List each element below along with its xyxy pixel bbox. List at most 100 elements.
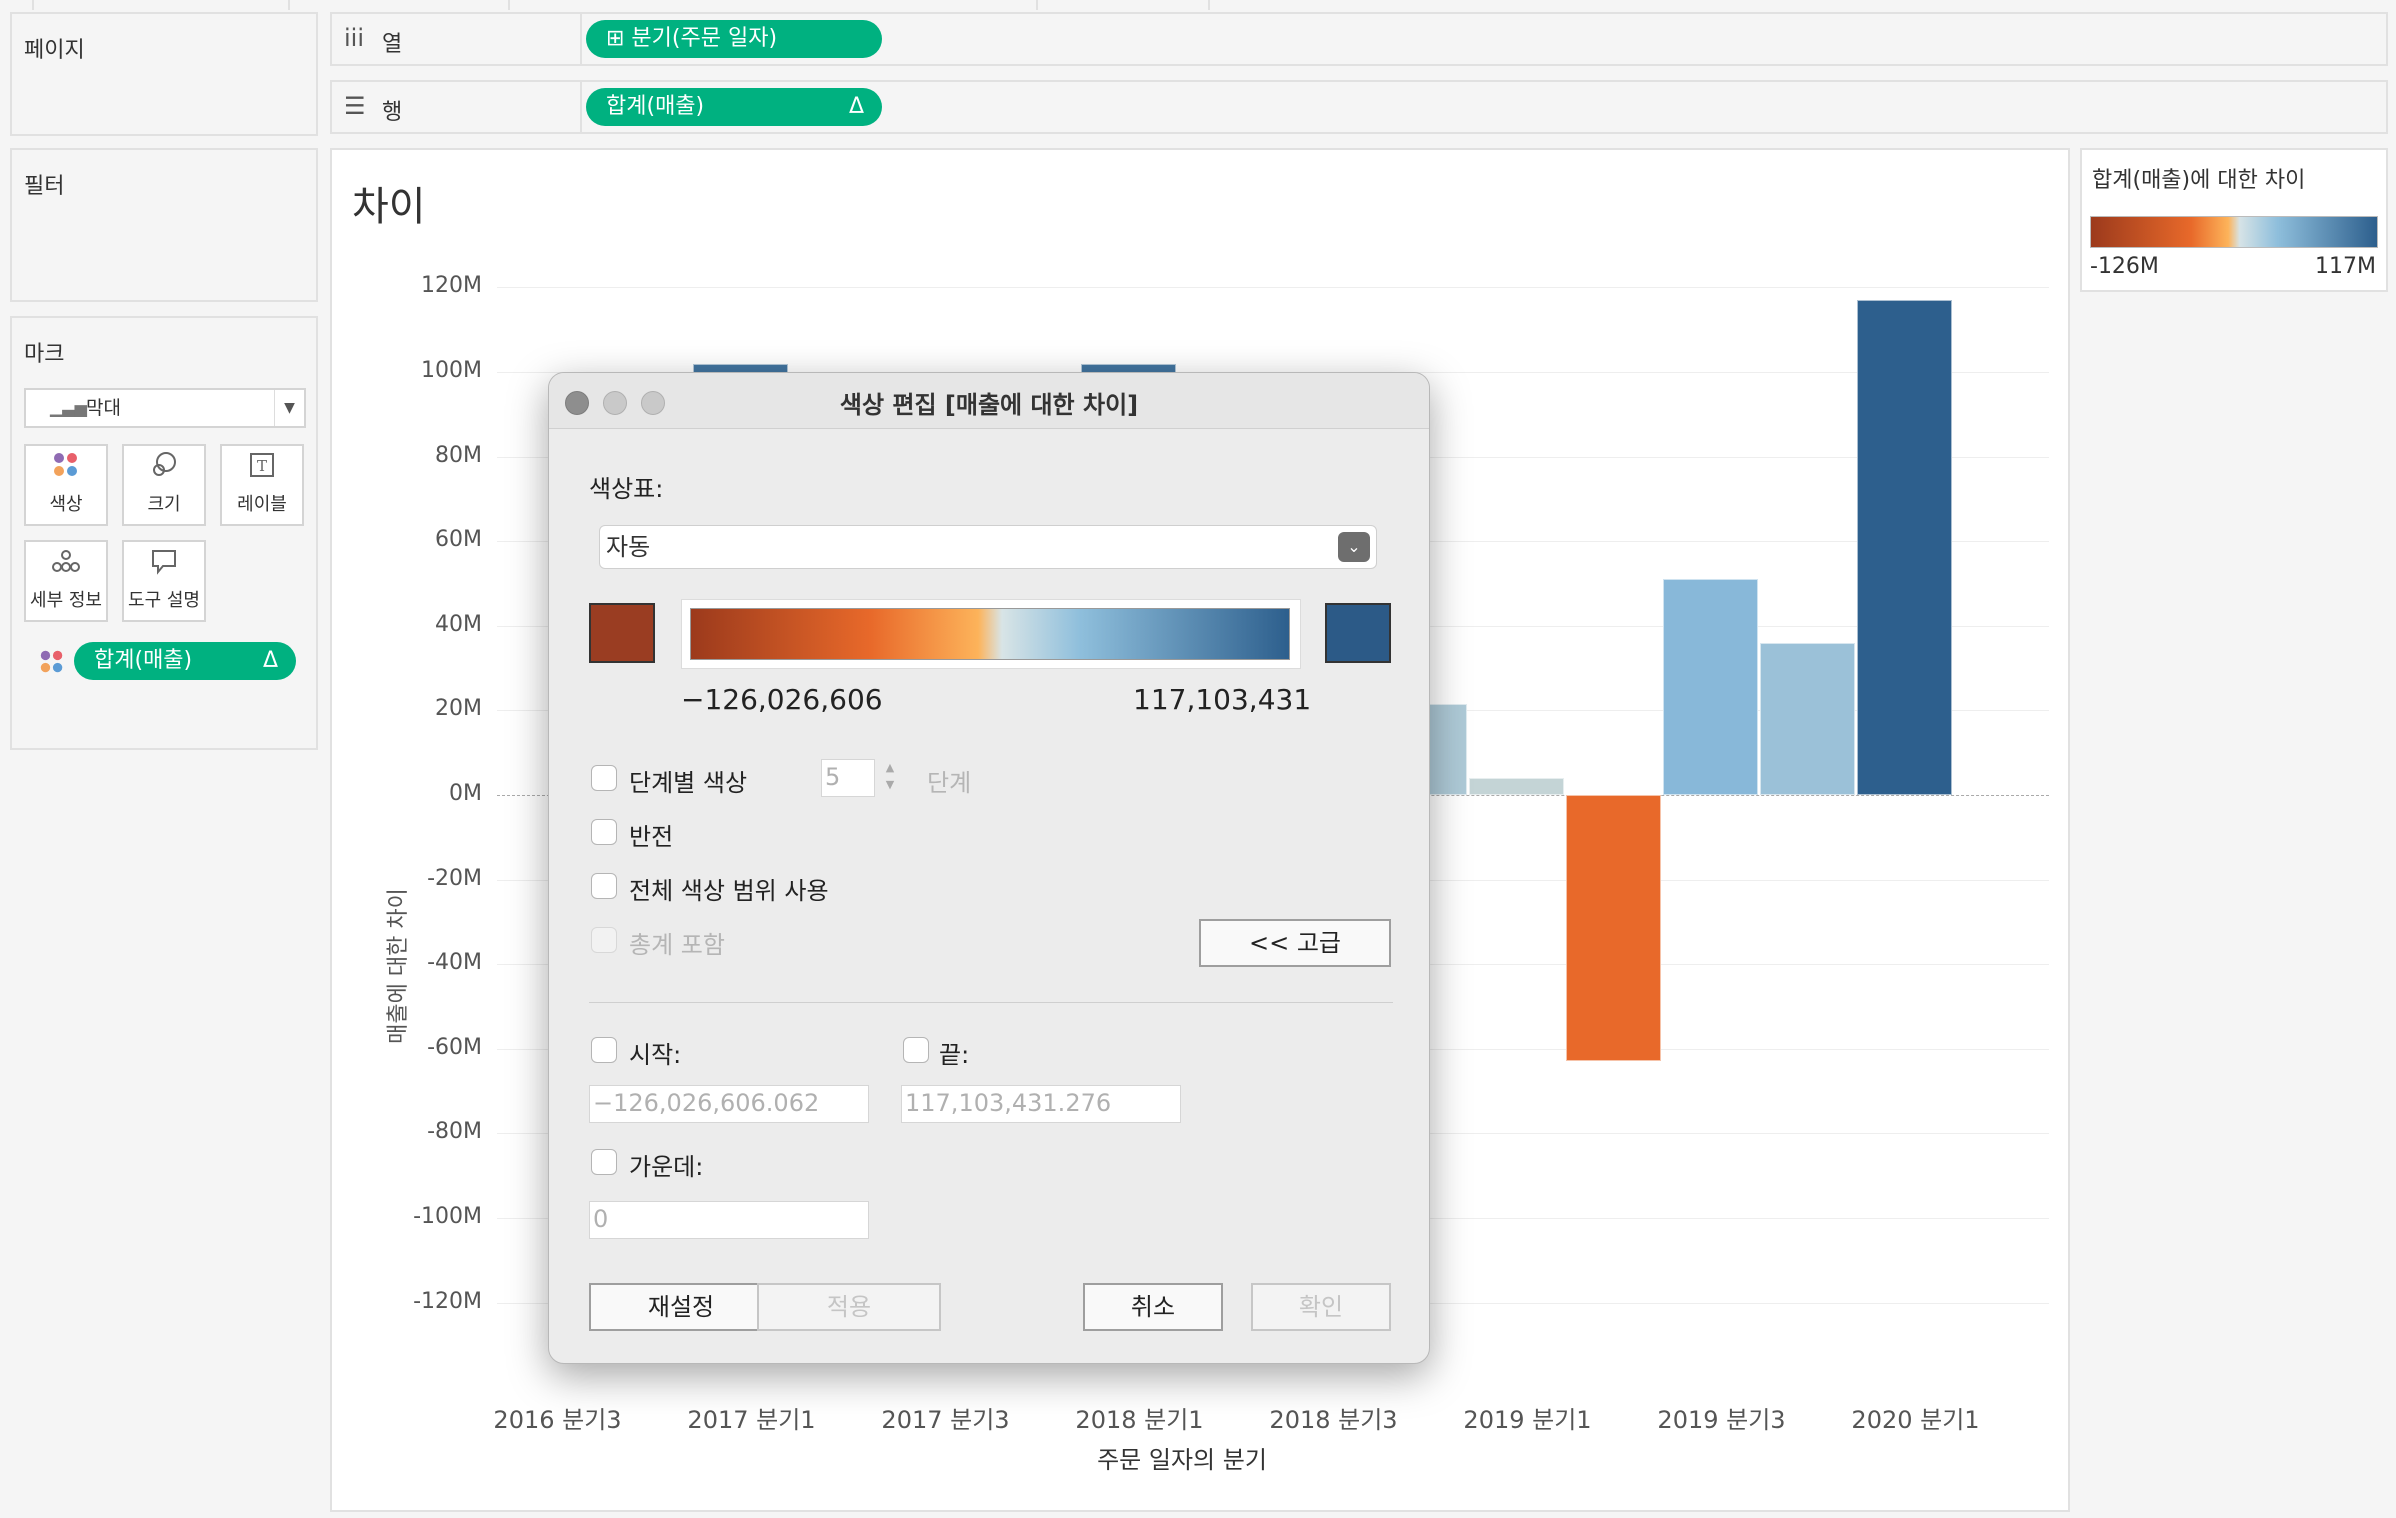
color-field-pill[interactable]: 합계(매출) Δ bbox=[74, 642, 296, 680]
chart-bar[interactable] bbox=[1857, 300, 1952, 795]
reverse-checkbox[interactable] bbox=[591, 819, 617, 845]
color-field-pill-label: 합계(매출) bbox=[94, 648, 193, 673]
y-tick-label: 20M bbox=[435, 696, 482, 722]
rows-pill[interactable]: 합계(매출) Δ bbox=[586, 88, 882, 126]
rows-shelf-label: ☰ 행 bbox=[332, 82, 582, 132]
color-legend[interactable]: 합계(매출)에 대한 차이 -126M 117M bbox=[2080, 148, 2388, 292]
end-value-input[interactable]: 117,103,431.276 bbox=[901, 1085, 1181, 1123]
stepped-color-checkbox[interactable] bbox=[591, 765, 617, 791]
rows-icon: ☰ bbox=[344, 92, 366, 120]
legend-min: -126M bbox=[2090, 254, 2159, 279]
y-tick-label: 40M bbox=[435, 611, 482, 637]
x-tick-label: 2019 분기3 bbox=[1657, 1406, 1786, 1434]
pages-panel[interactable]: 페이지 bbox=[10, 12, 318, 136]
mark-type-dropdown[interactable]: ▁▃▅ 막대 ▼ bbox=[24, 388, 306, 428]
filters-title: 필터 bbox=[24, 174, 65, 199]
cancel-button[interactable]: 취소 bbox=[1083, 1283, 1223, 1331]
marks-size-label: 크기 bbox=[147, 494, 181, 515]
steps-input[interactable]: 5 bbox=[821, 759, 875, 797]
dialog-separator bbox=[589, 1002, 1393, 1003]
palette-select[interactable]: 자동 ⌄ bbox=[599, 525, 1377, 569]
ramp-max-value: 117,103,431 bbox=[1133, 683, 1312, 716]
chart-bar[interactable] bbox=[1566, 795, 1661, 1062]
y-tick-label: 60M bbox=[435, 527, 482, 553]
rows-label: 행 bbox=[382, 100, 403, 125]
y-tick-label: 100M bbox=[421, 358, 482, 383]
columns-pill-label: ⊞ 분기(주문 일자) bbox=[606, 26, 778, 51]
color-ramp-frame bbox=[681, 599, 1301, 669]
x-tick-label: 2020 분기1 bbox=[1851, 1406, 1980, 1434]
y-tick-label: 80M bbox=[435, 442, 482, 468]
chart-bar[interactable] bbox=[1663, 579, 1758, 795]
x-tick-label: 2019 분기1 bbox=[1463, 1406, 1592, 1434]
y-tick-label: 120M bbox=[421, 273, 482, 299]
rows-shelf[interactable]: ☰ 행 합계(매출) Δ bbox=[330, 80, 2388, 134]
zoom-window-button[interactable] bbox=[641, 391, 665, 415]
legend-max: 117M bbox=[2315, 254, 2376, 279]
marks-color-card[interactable]: 색상 bbox=[24, 444, 108, 526]
include-totals-checkbox[interactable] bbox=[591, 927, 617, 953]
columns-shelf[interactable]: iii 열 ⊞ 분기(주문 일자) bbox=[330, 12, 2388, 66]
full-range-label: 전체 색상 범위 사용 bbox=[629, 877, 829, 905]
reset-button[interactable]: 재설정 bbox=[589, 1283, 773, 1331]
x-tick-label: 2017 분기1 bbox=[687, 1406, 816, 1434]
columns-label: 열 bbox=[382, 32, 403, 57]
close-window-button[interactable] bbox=[565, 391, 589, 415]
detail-icon bbox=[26, 542, 106, 586]
end-checkbox[interactable] bbox=[903, 1037, 929, 1063]
advanced-button[interactable]: << 고급 bbox=[1199, 919, 1391, 967]
marks-detail-card[interactable]: 세부 정보 bbox=[24, 540, 108, 622]
delta-icon: Δ bbox=[848, 94, 864, 119]
pages-title: 페이지 bbox=[24, 38, 85, 63]
size-icon bbox=[124, 446, 204, 490]
svg-text:T: T bbox=[257, 457, 267, 475]
dialog-title: 색상 편집 [매출에 대한 차이] bbox=[839, 391, 1139, 419]
start-color-swatch[interactable] bbox=[589, 603, 655, 663]
edit-color-dialog: 색상 편집 [매출에 대한 차이] 색상표: 자동 ⌄ −126,026,606… bbox=[548, 372, 1430, 1364]
y-tick-label: -20M bbox=[427, 865, 482, 891]
marks-label-label: 레이블 bbox=[237, 494, 287, 515]
start-label: 시작: bbox=[629, 1041, 682, 1069]
dialog-titlebar[interactable]: 색상 편집 [매출에 대한 차이] bbox=[549, 373, 1429, 429]
x-tick-label: 2018 분기3 bbox=[1269, 1406, 1398, 1434]
marks-detail-label: 세부 정보 bbox=[30, 590, 102, 611]
include-totals-label: 총계 포함 bbox=[629, 931, 725, 959]
filters-panel[interactable]: 필터 bbox=[10, 148, 318, 302]
center-checkbox[interactable] bbox=[591, 1149, 617, 1175]
marks-label-card[interactable]: T 레이블 bbox=[220, 444, 304, 526]
steps-stepper[interactable]: ▲ ▼ bbox=[885, 761, 895, 791]
start-checkbox[interactable] bbox=[591, 1037, 617, 1063]
y-tick-label: -40M bbox=[427, 950, 482, 976]
y-tick-label: -60M bbox=[427, 1034, 482, 1060]
minimize-window-button[interactable] bbox=[603, 391, 627, 415]
legend-title: 합계(매출)에 대한 차이 bbox=[2092, 168, 2306, 193]
chart-bar[interactable] bbox=[1469, 778, 1564, 795]
delta-icon: Δ bbox=[262, 648, 278, 673]
marks-tooltip-label: 도구 설명 bbox=[128, 590, 200, 611]
marks-size-card[interactable]: 크기 bbox=[122, 444, 206, 526]
start-value-input[interactable]: −126,026,606.062 bbox=[589, 1085, 869, 1123]
tooltip-icon bbox=[124, 542, 204, 586]
x-tick-label: 2017 분기3 bbox=[881, 1406, 1010, 1434]
bar-chart-icon: ▁▃▅ bbox=[50, 398, 87, 417]
chart-bar[interactable] bbox=[1760, 642, 1855, 795]
ramp-min-value: −126,026,606 bbox=[681, 683, 883, 716]
rows-pill-label: 합계(매출) bbox=[606, 94, 705, 119]
columns-icon: iii bbox=[344, 24, 365, 52]
y-tick-label: -100M bbox=[413, 1204, 482, 1229]
full-range-checkbox[interactable] bbox=[591, 873, 617, 899]
marks-panel: 마크 ▁▃▅ 막대 ▼ 색상 크기 T 레이블 세부 정보 도구 설명 bbox=[10, 316, 318, 750]
color-field-icon bbox=[38, 648, 66, 680]
center-value-input[interactable]: 0 bbox=[589, 1201, 869, 1239]
reverse-label: 반전 bbox=[629, 823, 674, 851]
columns-pill[interactable]: ⊞ 분기(주문 일자) bbox=[586, 20, 882, 58]
marks-tooltip-card[interactable]: 도구 설명 bbox=[122, 540, 206, 622]
gridline bbox=[497, 287, 2049, 289]
legend-color-ramp bbox=[2090, 216, 2378, 248]
chevron-down-icon: ⌄ bbox=[1338, 532, 1370, 562]
end-label: 끝: bbox=[939, 1041, 970, 1069]
apply-button[interactable]: 적용 bbox=[757, 1283, 941, 1331]
ok-button[interactable]: 확인 bbox=[1251, 1283, 1391, 1331]
y-tick-label: -80M bbox=[427, 1119, 482, 1145]
end-color-swatch[interactable] bbox=[1325, 603, 1391, 663]
